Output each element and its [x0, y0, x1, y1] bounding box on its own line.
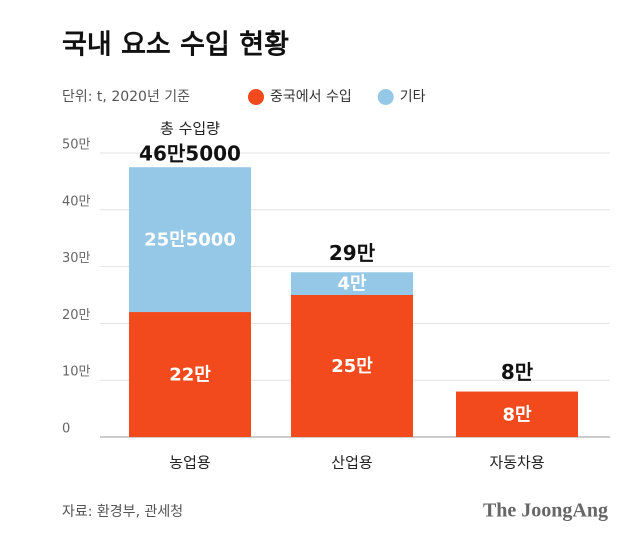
legend-swatch — [377, 89, 394, 105]
x-tick-label: 자동차용 — [489, 454, 544, 472]
y-tick-label: 40만 — [62, 194, 91, 209]
legend-label: 중국에서 수입 — [270, 89, 352, 105]
value-label: 22만 — [169, 365, 211, 386]
y-tick-label: 50만 — [62, 138, 91, 153]
value-label: 4만 — [337, 274, 367, 295]
subtitle: 단위: t, 2020년 기준 — [62, 89, 190, 105]
y-tick-label: 30만 — [62, 251, 91, 266]
total-label: 29만 — [329, 241, 376, 265]
chart-title: 국내 요소 수입 현황 — [62, 30, 289, 61]
total-label: 46만5000 — [139, 141, 241, 165]
x-tick-label: 농업용 — [169, 454, 210, 472]
x-tick-label: 산업용 — [331, 454, 372, 472]
y-tick-label: 0 — [62, 422, 70, 437]
bar-segment — [129, 167, 251, 313]
bar-segment — [291, 272, 413, 295]
source: 자료: 환경부, 관세청 — [62, 504, 183, 520]
annotation: 총 수입량 — [160, 119, 220, 137]
bar-segment — [456, 391, 578, 437]
value-label: 25만5000 — [144, 230, 236, 251]
y-tick-label: 10만 — [62, 365, 91, 380]
bar-segment — [291, 295, 413, 437]
value-label: 25만 — [331, 356, 373, 377]
logo: The JoongAng — [483, 500, 608, 522]
legend-swatch — [248, 89, 264, 105]
y-tick-label: 20만 — [62, 308, 91, 323]
total-label: 8만 — [501, 360, 534, 384]
legend-label: 기타 — [400, 89, 426, 105]
value-label: 8만 — [502, 404, 532, 425]
bar-segment — [129, 312, 251, 437]
